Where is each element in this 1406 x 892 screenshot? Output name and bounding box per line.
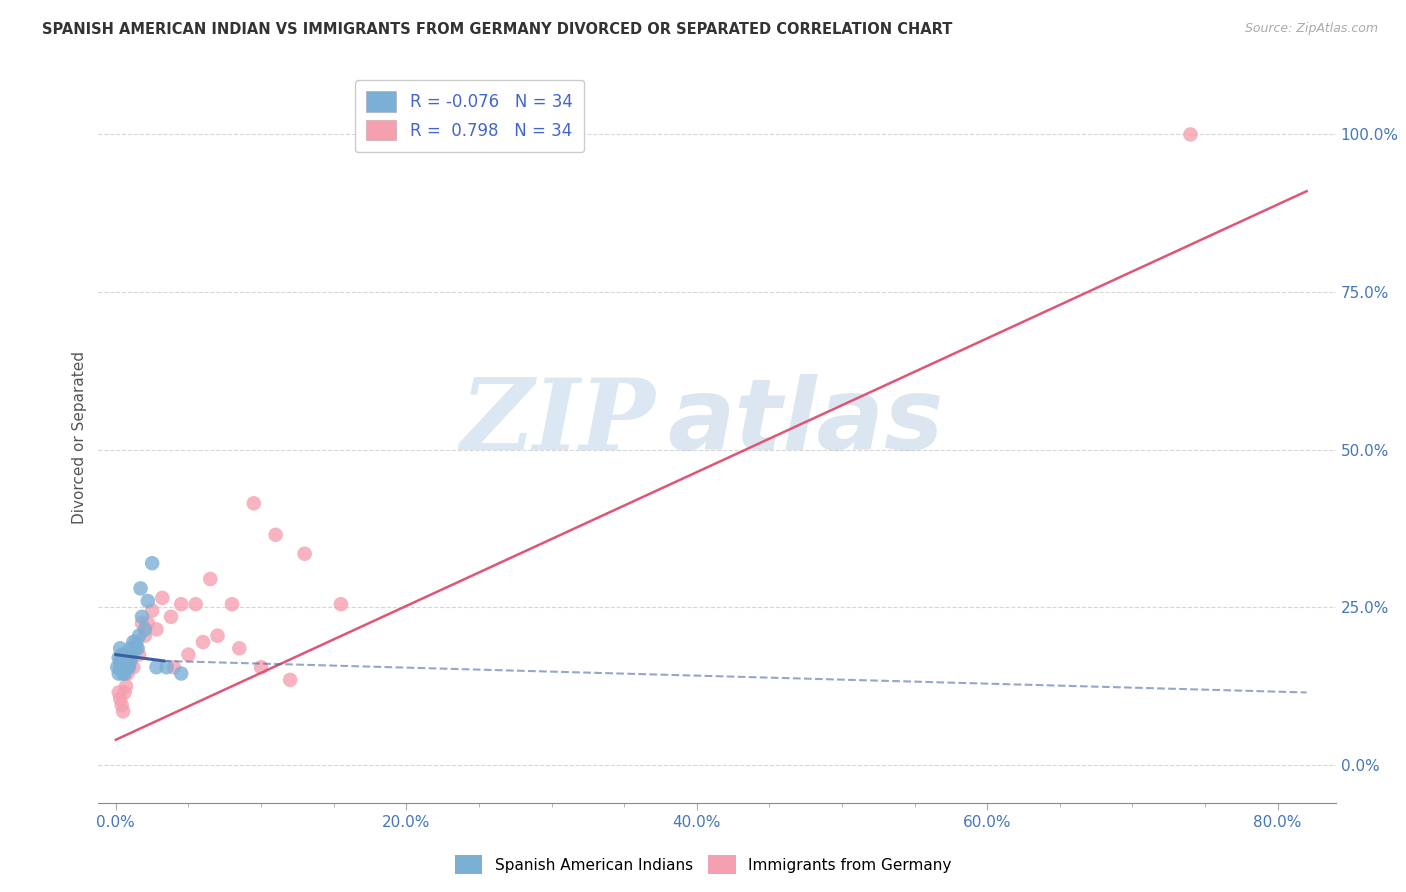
Point xyxy=(141,556,163,570)
Point xyxy=(114,666,136,681)
Point xyxy=(170,666,193,681)
Point xyxy=(124,641,146,656)
Point xyxy=(207,629,229,643)
Text: Source: ZipAtlas.com: Source: ZipAtlas.com xyxy=(1244,22,1378,36)
Point xyxy=(117,660,139,674)
Point xyxy=(136,616,159,631)
Point xyxy=(125,641,148,656)
Point xyxy=(131,609,153,624)
Point xyxy=(156,660,179,674)
Point xyxy=(250,660,273,674)
Point xyxy=(111,660,134,674)
Point xyxy=(108,660,131,674)
Point xyxy=(136,594,159,608)
Point xyxy=(191,635,214,649)
Point xyxy=(112,705,135,719)
Legend: Spanish American Indians, Immigrants from Germany: Spanish American Indians, Immigrants fro… xyxy=(449,849,957,880)
Point xyxy=(117,666,139,681)
Point xyxy=(163,660,186,674)
Point xyxy=(170,597,193,611)
Point xyxy=(120,654,142,668)
Point xyxy=(107,650,129,665)
Point xyxy=(114,648,136,662)
Point xyxy=(112,666,135,681)
Point xyxy=(114,685,136,699)
Legend: R = -0.076   N = 34, R =  0.798   N = 34: R = -0.076 N = 34, R = 0.798 N = 34 xyxy=(354,79,585,152)
Point xyxy=(108,691,131,706)
Point xyxy=(243,496,266,510)
Point xyxy=(122,635,145,649)
Point xyxy=(329,597,352,611)
Point xyxy=(108,641,131,656)
Text: ZIP: ZIP xyxy=(460,375,655,471)
Point xyxy=(112,654,135,668)
Point xyxy=(105,660,128,674)
Point xyxy=(107,685,129,699)
Y-axis label: Divorced or Separated: Divorced or Separated xyxy=(72,351,87,524)
Point xyxy=(294,547,316,561)
Text: atlas: atlas xyxy=(668,374,943,471)
Point xyxy=(200,572,222,586)
Point xyxy=(1180,128,1202,142)
Point xyxy=(129,582,152,596)
Point xyxy=(128,648,150,662)
Point xyxy=(160,609,183,624)
Point xyxy=(278,673,301,687)
Point xyxy=(134,623,156,637)
Point xyxy=(127,641,149,656)
Point xyxy=(122,660,145,674)
Point xyxy=(115,648,138,662)
Point xyxy=(177,648,200,662)
Point xyxy=(118,660,141,674)
Point xyxy=(150,591,173,605)
Point xyxy=(134,629,156,643)
Point xyxy=(115,660,138,674)
Point xyxy=(141,603,163,617)
Point xyxy=(115,679,138,693)
Point xyxy=(131,616,153,631)
Point xyxy=(108,654,131,668)
Point xyxy=(145,623,167,637)
Point xyxy=(184,597,207,611)
Point xyxy=(145,660,167,674)
Point xyxy=(120,654,142,668)
Point xyxy=(228,641,250,656)
Point xyxy=(111,698,134,712)
Point xyxy=(221,597,243,611)
Point xyxy=(120,641,142,656)
Point xyxy=(125,635,148,649)
Point xyxy=(121,648,143,662)
Point xyxy=(264,528,287,542)
Point xyxy=(111,648,134,662)
Point xyxy=(107,666,129,681)
Point xyxy=(117,654,139,668)
Point xyxy=(118,648,141,662)
Point xyxy=(128,629,150,643)
Text: SPANISH AMERICAN INDIAN VS IMMIGRANTS FROM GERMANY DIVORCED OR SEPARATED CORRELA: SPANISH AMERICAN INDIAN VS IMMIGRANTS FR… xyxy=(42,22,952,37)
